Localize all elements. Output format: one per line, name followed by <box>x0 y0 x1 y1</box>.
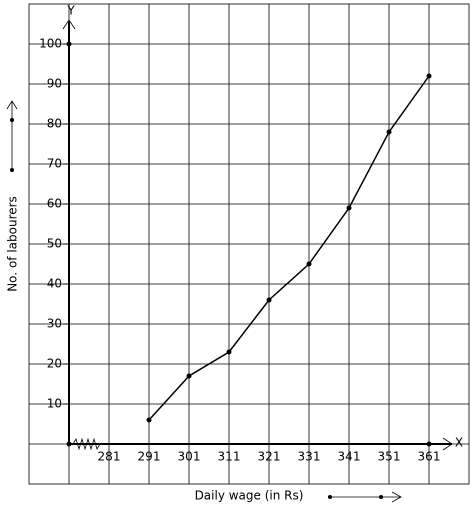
x-tick-label: 321 <box>258 450 281 464</box>
arrow-decoration <box>391 491 402 503</box>
y-axis-arrow <box>62 19 76 30</box>
point <box>386 129 392 135</box>
y-tick-label: 90 <box>47 77 62 91</box>
x-axis-name: X <box>455 436 463 450</box>
point <box>146 417 152 423</box>
arrow-dot <box>10 118 14 122</box>
y-tick-label: 100 <box>39 37 62 51</box>
y-tick-label: 50 <box>47 237 62 251</box>
x-tick-label: 341 <box>338 450 361 464</box>
origin-dot <box>66 441 72 447</box>
point <box>266 297 272 303</box>
arrow-decoration <box>6 100 18 110</box>
y-tick-label: 60 <box>47 197 62 211</box>
point <box>306 261 312 267</box>
arrow-dot <box>328 495 332 499</box>
y-axis-label: No. of labourers <box>6 196 20 292</box>
point <box>186 373 192 379</box>
y-tick-label: 10 <box>47 397 62 411</box>
x-axis-arrow <box>442 437 453 451</box>
point <box>226 349 232 355</box>
y-tick-label: 40 <box>47 277 62 291</box>
arrow-dot <box>10 168 14 172</box>
x-tick-label: 291 <box>138 450 161 464</box>
point <box>426 73 432 79</box>
y-tick-label: 30 <box>47 317 62 331</box>
x-tick-label: 361 <box>418 450 441 464</box>
x-tick-label: 351 <box>378 450 401 464</box>
axis-break <box>72 437 101 451</box>
x-tick-label: 331 <box>298 450 321 464</box>
line <box>148 75 430 421</box>
x-tick-label: 311 <box>218 450 241 464</box>
point <box>346 205 352 211</box>
y-tick-label: 20 <box>47 357 62 371</box>
y-axis-name: Y <box>66 4 75 18</box>
x-axis-label: Daily wage (in Rs) <box>195 489 304 503</box>
arrow-dot <box>379 495 383 499</box>
y-tick-label: 70 <box>47 157 62 171</box>
x-tick-label: 281 <box>98 450 121 464</box>
y-tick-label: 80 <box>47 117 62 131</box>
x-tick-label: 301 <box>178 450 201 464</box>
